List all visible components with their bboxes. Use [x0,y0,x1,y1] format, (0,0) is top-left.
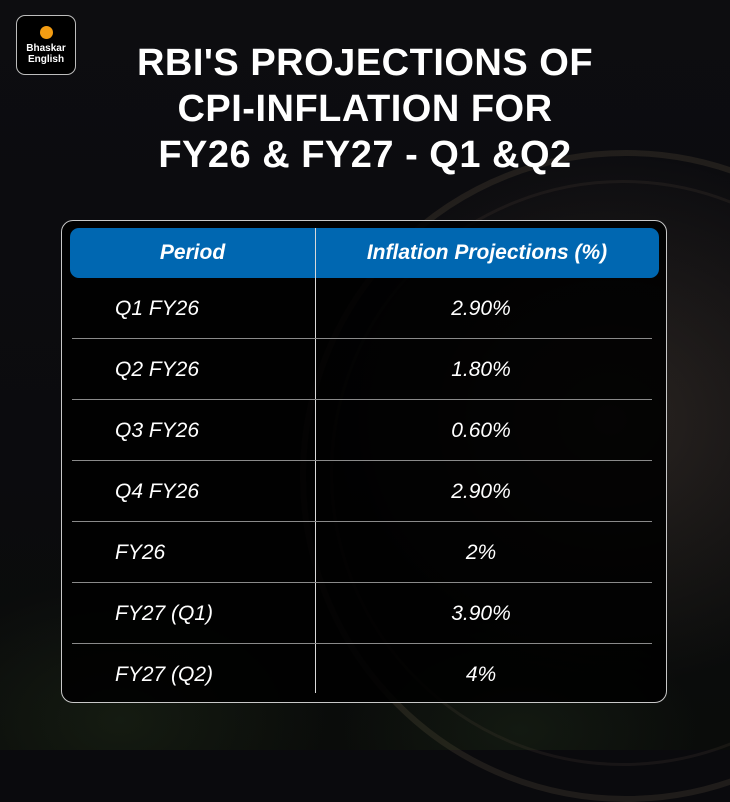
value-cell: 4% [465,662,497,686]
table-header: Period Inflation Projections (%) [70,228,659,278]
title-line2: CPI-INFLATION FOR [177,88,553,130]
logo-line1: Bhaskar [26,43,66,54]
title-line3: FY26 & FY27 - Q1 &Q2 [158,134,572,176]
page-title: RBI'S PROJECTIONS OF CPI-INFLATION FOR F… [0,40,730,178]
logo-line2: English [27,54,65,65]
period-cell: FY26 [115,540,166,564]
sun-dot-icon [39,26,53,39]
value-cell: 3.90% [451,601,511,625]
table-row: Q4 FY26 2.90% [62,461,666,522]
value-cell: 2% [465,540,497,564]
column-header-period: Period [159,241,226,264]
value-cell: 2.90% [451,479,511,503]
period-cell: Q1 FY26 [115,296,200,320]
period-cell: Q4 FY26 [115,479,200,503]
table-body: Q1 FY26 2.90% Q2 FY26 1.80% Q3 FY26 0.60… [62,278,666,705]
table-row: Q1 FY26 2.90% [62,278,666,339]
table-row: FY26 2% [62,522,666,583]
period-cell: FY27 (Q1) [115,601,214,625]
table-row: FY27 (Q2) 4% [62,644,666,705]
table-row: FY27 (Q1) 3.90% [62,583,666,644]
logo-text: Bhaskar English [26,43,65,65]
bhaskar-english-logo: Bhaskar English [16,15,76,75]
period-cell: Q3 FY26 [115,418,200,442]
value-cell: 1.80% [451,357,511,381]
title-line1: RBI'S PROJECTIONS OF [136,42,594,84]
value-cell: 0.60% [451,418,511,442]
period-cell: FY27 (Q2) [115,662,214,686]
period-cell: Q2 FY26 [115,357,200,381]
table-row: Q2 FY26 1.80% [62,339,666,400]
value-cell: 2.90% [451,296,511,320]
projections-table: Period Inflation Projections (%) Q1 FY26… [61,220,667,703]
column-header-inflation: Inflation Projections (%) [366,241,608,264]
table-row: Q3 FY26 0.60% [62,400,666,461]
